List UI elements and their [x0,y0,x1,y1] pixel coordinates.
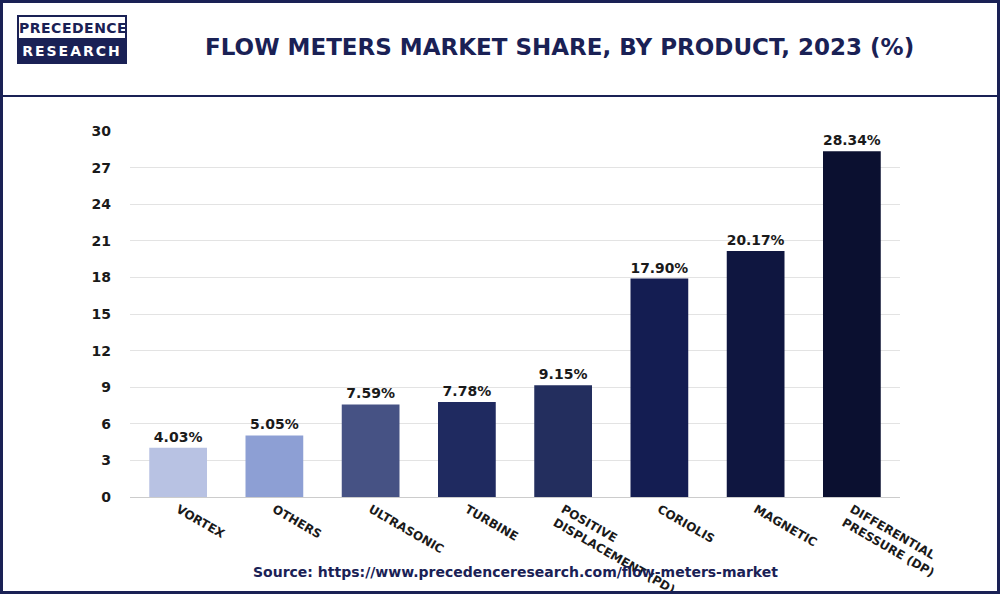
html-text:RESEARCH: RESEARCH [22,43,122,59]
svg-text:7.78%: 7.78% [443,383,492,399]
svg-text:CORIOLIS: CORIOLIS [655,502,717,546]
svg-text:21: 21 [92,233,111,249]
svg-text:Source: https://www.precedence: Source: https://www.precedenceresearch.c… [253,564,778,580]
svg-text:3: 3 [101,452,111,468]
svg-text:TURBINE: TURBINE [462,502,520,544]
svg-text:24: 24 [92,196,112,212]
svg-text:VORTEX: VORTEX [174,502,228,541]
svg-text:9: 9 [101,379,111,395]
svg-text:POSITIVEDISPLACEMENT (PD): POSITIVEDISPLACEMENT (PD) [551,502,685,591]
svg-text:17.90%: 17.90% [631,260,689,276]
svg-text:18: 18 [92,269,111,285]
svg-text:7.59%: 7.59% [346,385,395,401]
svg-text:6: 6 [101,416,111,432]
svg-text:5.05%: 5.05% [250,416,299,432]
svg-text:9.15%: 9.15% [539,366,588,382]
svg-text:4.03%: 4.03% [154,429,203,445]
svg-text:28.34%: 28.34% [823,132,881,148]
svg-text:OTHERS: OTHERS [270,502,324,541]
svg-text:MAGNETIC: MAGNETIC [751,502,819,550]
svg-text:30: 30 [92,123,112,139]
svg-text:ULTRASONIC: ULTRASONIC [366,502,446,556]
svg-text:FLOW METERS MARKET SHARE, BY P: FLOW METERS MARKET SHARE, BY PRODUCT, 20… [205,34,914,60]
svg-text:27: 27 [92,160,111,176]
svg-text:0: 0 [101,489,111,505]
svg-text:15: 15 [92,306,111,322]
svg-text:12: 12 [92,343,111,359]
html-text:PRECEDENCE: PRECEDENCE [19,20,128,36]
svg-text:20.17%: 20.17% [727,232,785,248]
svg-text:DIFFERENTIALPRESSURE (DP): DIFFERENTIALPRESSURE (DP) [840,502,945,580]
